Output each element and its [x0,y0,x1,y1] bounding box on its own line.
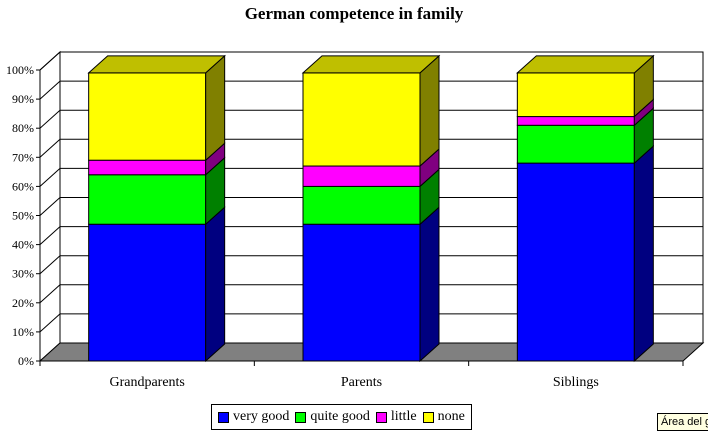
bar-grandparents-none-side [205,54,226,162]
gridline-side [39,255,61,275]
x-tick-label-siblings: Siblings [553,375,599,390]
legend[interactable]: very good quite good little none [211,404,472,430]
gridline-side [39,138,61,158]
bar-siblings-none-front [516,72,635,118]
gridline-side [39,197,61,216]
legend-swatch-quite-good [295,411,307,423]
y-tick-label: 80% [12,121,34,135]
legend-item-quite-good: quite good [295,409,370,425]
y-tick-label: 40% [12,238,34,252]
y-tick-label: 20% [12,296,34,310]
legend-label-quite-good: quite good [310,409,370,424]
bar-stack-grandparents [87,54,226,363]
bar-grandparents-very-good-front [88,223,207,362]
legend-swatch-none [422,411,434,423]
bar-parents-none-front [302,72,421,167]
chart-area-tooltip: Área del gráfico [657,413,708,431]
y-tick-label: 60% [12,179,34,193]
y-tick-label: 10% [12,325,34,339]
gridline-side [39,168,61,187]
bar-parents-quite-good-front [302,185,421,225]
bar-parents-very-good-front [302,223,421,362]
y-tick-label: 100% [6,63,34,77]
bar-parents-very-good-side [419,206,440,363]
gridline-side [39,80,61,100]
x-tick-label-parents: Parents [341,375,382,390]
bar-parents-little-front [302,165,421,187]
bar-parents-none-side [419,54,440,168]
gridline-side [39,284,61,304]
bar-stack-parents [301,54,441,363]
gridline-side [39,51,61,71]
bar-grandparents-none-top [87,55,226,74]
legend-item-none: none [422,409,465,425]
legend-swatch-very-good [218,411,229,423]
y-tick-label: 70% [12,150,34,164]
bar-grandparents-little-front [88,159,207,176]
gridline-side [39,226,61,245]
bars [87,54,655,363]
y-tick-label: 30% [12,267,34,281]
bar-siblings-very-good-front [516,162,635,362]
bar-siblings-very-good-side [633,145,654,363]
bar-stack-siblings [516,54,655,363]
bar-parents-none-top [301,55,441,74]
y-tick-label: 50% [12,209,34,223]
gridline-side [39,313,61,333]
bar-grandparents-none-front [88,72,207,161]
chart-title: German competence in family [244,4,464,23]
legend-item-little: little [375,409,417,425]
bar-grandparents-very-good-side [205,206,226,363]
x-axis: Grandparents Parents Siblings [39,360,684,390]
y-axis: 0% 10% 20% 30% 40% 50% 60% 70% 80% 90% 100% [6,63,41,368]
bar-grandparents-quite-good-front [88,174,207,225]
bar-siblings-quite-good-front [516,124,635,164]
y-tick-label: 90% [12,92,34,106]
legend-swatch-little [375,411,387,423]
legend-label-none: none [437,409,465,424]
legend-item-very-good: very good [218,409,289,425]
legend-label-little: little [390,409,417,424]
bar-siblings-little-front [516,116,635,126]
legend-label-very-good: very good [233,409,290,424]
gridline-side [39,109,61,129]
x-tick-label-grandparents: Grandparents [109,375,184,390]
bar-siblings-none-top [516,55,655,74]
y-tick-label: 0% [18,354,34,368]
